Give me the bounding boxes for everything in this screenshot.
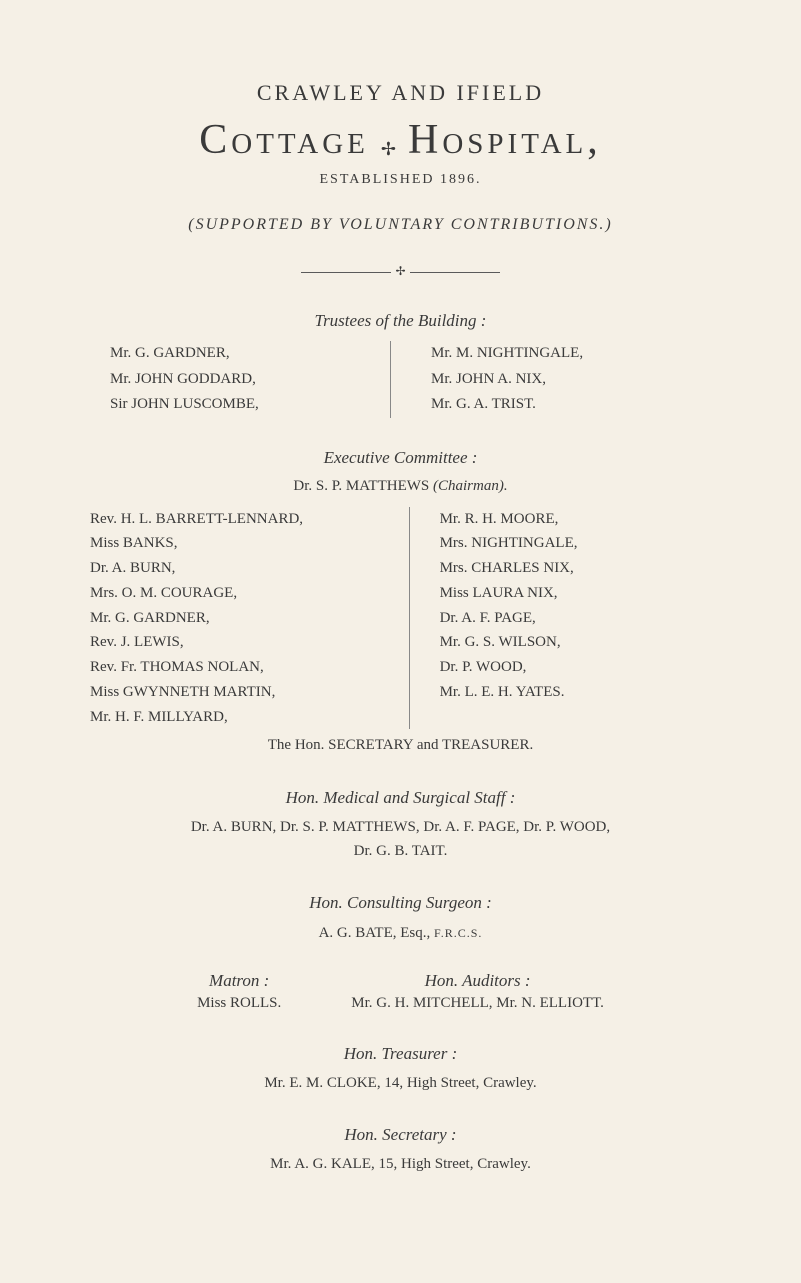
trustee-name: Mr. G. GARDNER, [110, 341, 390, 367]
trustee-name: Mr. G. A. TRIST. [431, 392, 711, 418]
title-word-2: Hospital, [408, 117, 602, 163]
matron-name: Miss ROLLS. [197, 995, 281, 1012]
committee-member: Mr. L. E. H. YATES. [440, 680, 711, 705]
committee-member: Dr. P. WOOD, [440, 655, 711, 680]
trustee-name: Mr. JOHN GODDARD, [110, 367, 390, 393]
committee-heading: Executive Committee : [90, 448, 711, 468]
committee-member: Mrs. O. M. COURAGE, [90, 581, 409, 606]
committee-member: Mrs. CHARLES NIX, [440, 556, 711, 581]
title-word-1: Cottage [199, 117, 369, 163]
committee-member: Dr. A. BURN, [90, 556, 409, 581]
committee-member: Mr. H. F. MILLYARD, [90, 705, 409, 730]
surgeon-block: Hon. Consulting Surgeon : A. G. BATE, Es… [90, 889, 711, 944]
surgeon-name-line: A. G. BATE, Esq., F.R.C.S. [90, 921, 711, 945]
trustees-heading: Trustees of the Building : [90, 311, 711, 331]
committee-member: Rev. H. L. BARRETT-LENNARD, [90, 507, 409, 532]
hon-secretary-name: Mr. A. G. KALE, 15, High Street, Crawley… [90, 1152, 711, 1176]
trustee-name: Sir JOHN LUSCOMBE, [110, 392, 390, 418]
medical-names-2: Dr. G. B. TAIT. [90, 839, 711, 863]
auditors-heading: Hon. Auditors : [351, 971, 604, 991]
medical-names-1: Dr. A. BURN, Dr. S. P. MATTHEWS, Dr. A. … [90, 815, 711, 839]
committee-member: Mr. G. GARDNER, [90, 606, 409, 631]
treasurer-block: Hon. Treasurer : Mr. E. M. CLOKE, 14, Hi… [90, 1040, 711, 1095]
treasurer-heading: Hon. Treasurer : [90, 1040, 711, 1067]
trustees-left-col: Mr. G. GARDNER, Mr. JOHN GODDARD, Sir JO… [90, 341, 391, 418]
committee-member: Rev. Fr. THOMAS NOLAN, [90, 655, 409, 680]
matron-auditors-row: Matron : Miss ROLLS. Hon. Auditors : Mr.… [90, 971, 711, 1012]
committee-member: Miss LAURA NIX, [440, 581, 711, 606]
pre-title: CRAWLEY AND IFIELD [90, 80, 711, 106]
surgeon-postnominal: F.R.C.S. [434, 926, 482, 940]
auditors-block: Hon. Auditors : Mr. G. H. MITCHELL, Mr. … [351, 971, 604, 1012]
surgeon-name: A. G. BATE, Esq., [319, 925, 434, 941]
hon-secretary-heading: Hon. Secretary : [90, 1121, 711, 1148]
trustee-name: Mr. M. NIGHTINGALE, [431, 341, 711, 367]
auditors-names: Mr. G. H. MITCHELL, Mr. N. ELLIOTT. [351, 995, 604, 1012]
hon-secretary-block: Hon. Secretary : Mr. A. G. KALE, 15, Hig… [90, 1121, 711, 1176]
trustees-columns: Mr. G. GARDNER, Mr. JOHN GODDARD, Sir JO… [90, 341, 711, 418]
committee-chairman: Dr. S. P. MATTHEWS (Chairman). [90, 478, 711, 495]
committee-member: Miss BANKS, [90, 531, 409, 556]
established-line: ESTABLISHED 1896. [90, 172, 711, 188]
title-separator-icon: ✢ [381, 139, 396, 159]
rule-glyph-icon: ✢ [395, 264, 405, 278]
treasurer-name: Mr. E. M. CLOKE, 14, High Street, Crawle… [90, 1071, 711, 1095]
matron-heading: Matron : [197, 971, 281, 991]
divider-rule: ✢ [90, 264, 711, 279]
trustees-right-col: Mr. M. NIGHTINGALE, Mr. JOHN A. NIX, Mr.… [391, 341, 711, 418]
committee-member: Dr. A. F. PAGE, [440, 606, 711, 631]
medical-heading: Hon. Medical and Surgical Staff : [90, 784, 711, 811]
matron-block: Matron : Miss ROLLS. [197, 971, 281, 1012]
chairman-name: Dr. S. P. MATTHEWS [293, 478, 433, 494]
committee-member: Mr. G. S. WILSON, [440, 630, 711, 655]
committee-right-col: Mr. R. H. MOORE, Mrs. NIGHTINGALE, Mrs. … [410, 507, 711, 730]
committee-member: Rev. J. LEWIS, [90, 630, 409, 655]
medical-staff-block: Hon. Medical and Surgical Staff : Dr. A.… [90, 784, 711, 863]
main-title: Cottage ✢ Hospital, [90, 116, 711, 164]
committee-columns: Rev. H. L. BARRETT-LENNARD, Miss BANKS, … [90, 507, 711, 730]
committee-left-col: Rev. H. L. BARRETT-LENNARD, Miss BANKS, … [90, 507, 410, 730]
committee-member: Mrs. NIGHTINGALE, [440, 531, 711, 556]
committee-member: Mr. R. H. MOORE, [440, 507, 711, 532]
supported-line: (SUPPORTED BY VOLUNTARY CONTRIBUTIONS.) [90, 216, 711, 234]
surgeon-heading: Hon. Consulting Surgeon : [90, 889, 711, 916]
secretary-treasurer-line: The Hon. SECRETARY and TREASURER. [90, 737, 711, 754]
trustee-name: Mr. JOHN A. NIX, [431, 367, 711, 393]
committee-member: Miss GWYNNETH MARTIN, [90, 680, 409, 705]
chairman-label: (Chairman). [433, 478, 508, 494]
